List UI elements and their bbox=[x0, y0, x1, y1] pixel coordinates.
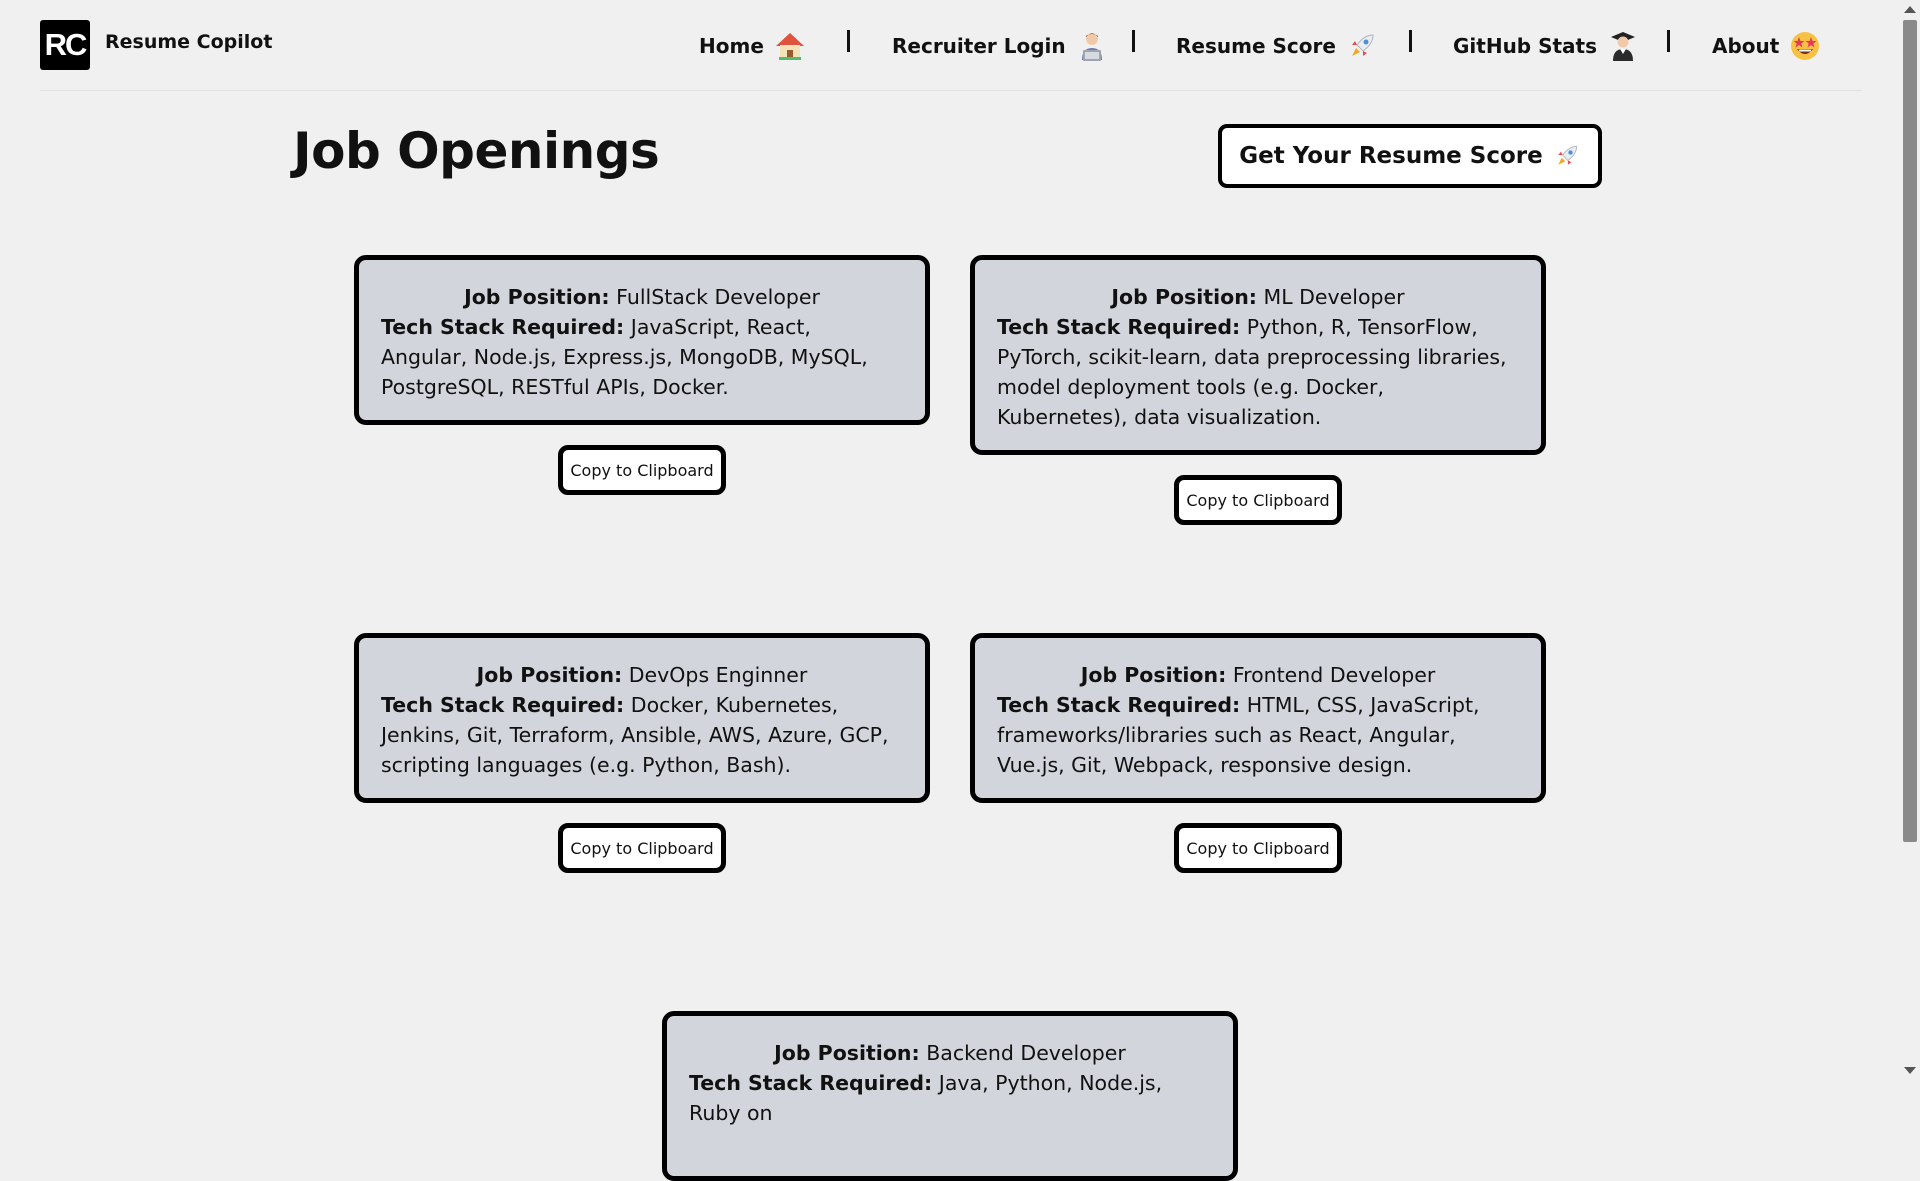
job-card-ml: Job Position: ML Developer Tech Stack Re… bbox=[970, 255, 1546, 455]
job-position: Job Position: FullStack Developer bbox=[381, 282, 903, 312]
scrollbar-thumb[interactable] bbox=[1903, 20, 1917, 842]
star-struck-icon bbox=[1791, 32, 1820, 60]
job-stack-prefix: Tech Stack Required: bbox=[689, 1071, 933, 1095]
job-position: Job Position: DevOps Enginner bbox=[381, 660, 903, 690]
copy-to-clipboard-button[interactable]: Copy to Clipboard bbox=[558, 823, 726, 873]
job-position-prefix: Job Position: bbox=[1080, 663, 1227, 687]
job-position-prefix: Job Position: bbox=[774, 1041, 920, 1065]
copy-to-clipboard-button[interactable]: Copy to Clipboard bbox=[1174, 475, 1342, 525]
job-position-prefix: Job Position: bbox=[464, 285, 610, 309]
job-position-prefix: Job Position: bbox=[476, 663, 623, 687]
job-stack: Tech Stack Required: Docker, Kubernetes,… bbox=[381, 690, 903, 780]
get-resume-score-label: Get Your Resume Score bbox=[1239, 143, 1543, 169]
nav-home-label: Home bbox=[699, 34, 764, 58]
brand-name[interactable]: Resume Copilot bbox=[105, 31, 273, 53]
job-position: Job Position: Backend Developer bbox=[689, 1038, 1211, 1068]
nav-github-stats-label: GitHub Stats bbox=[1453, 34, 1598, 58]
job-stack-value: Python, R, TensorFlow, PyTorch, scikit-l… bbox=[997, 315, 1507, 429]
job-stack-prefix: Tech Stack Required: bbox=[381, 315, 625, 339]
brand-logo[interactable]: RC bbox=[40, 20, 90, 70]
nav-separator bbox=[1667, 30, 1670, 52]
job-position-prefix: Job Position: bbox=[1111, 285, 1257, 309]
job-stack-value: HTML, CSS, JavaScript, frameworks/librar… bbox=[997, 693, 1480, 777]
technologist-icon bbox=[1081, 33, 1102, 61]
job-stack: Tech Stack Required: JavaScript, React, … bbox=[381, 312, 903, 402]
job-card-backend: Job Position: Backend Developer Tech Sta… bbox=[662, 1011, 1238, 1181]
job-stack-value: JavaScript, React, Angular, Node.js, Exp… bbox=[381, 315, 868, 399]
job-stack: Tech Stack Required: Java, Python, Node.… bbox=[689, 1068, 1211, 1128]
job-position-value: ML Developer bbox=[1263, 285, 1405, 309]
nav-separator bbox=[1132, 30, 1135, 52]
rocket-icon bbox=[1557, 145, 1577, 165]
top-navbar: RC Resume Copilot Home Recruiter Login R… bbox=[40, 0, 1862, 91]
job-position-value: Backend Developer bbox=[926, 1041, 1126, 1065]
page-title: Job Openings bbox=[293, 122, 660, 180]
nav-home[interactable]: Home bbox=[699, 28, 806, 64]
nav-recruiter-login[interactable]: Recruiter Login bbox=[892, 28, 1108, 64]
job-position-value: DevOps Enginner bbox=[628, 663, 808, 687]
job-position-value: FullStack Developer bbox=[616, 285, 820, 309]
job-stack: Tech Stack Required: HTML, CSS, JavaScri… bbox=[997, 690, 1519, 780]
rocket-icon bbox=[1351, 34, 1374, 56]
copy-to-clipboard-button[interactable]: Copy to Clipboard bbox=[558, 445, 726, 495]
job-card-frontend: Job Position: Frontend Developer Tech St… bbox=[970, 633, 1546, 803]
scroll-up-arrow-icon[interactable] bbox=[1904, 6, 1916, 13]
nav-separator bbox=[847, 30, 850, 52]
job-stack: Tech Stack Required: Python, R, TensorFl… bbox=[997, 312, 1519, 432]
graduate-icon bbox=[1611, 32, 1636, 61]
house-icon bbox=[775, 33, 804, 60]
nav-about-label: About bbox=[1712, 34, 1780, 58]
job-position-value: Frontend Developer bbox=[1232, 663, 1436, 687]
nav-resume-score[interactable]: Resume Score bbox=[1176, 28, 1378, 64]
job-stack-prefix: Tech Stack Required: bbox=[997, 315, 1241, 339]
page-scrollbar[interactable] bbox=[1900, 0, 1920, 1080]
nav-separator bbox=[1409, 30, 1412, 52]
job-stack-value: Docker, Kubernetes, Jenkins, Git, Terraf… bbox=[381, 693, 889, 777]
job-stack-prefix: Tech Stack Required: bbox=[381, 693, 625, 717]
scroll-down-arrow-icon[interactable] bbox=[1904, 1067, 1916, 1074]
job-position: Job Position: Frontend Developer bbox=[997, 660, 1519, 690]
job-card-devops: Job Position: DevOps Enginner Tech Stack… bbox=[354, 633, 930, 803]
job-stack-prefix: Tech Stack Required: bbox=[997, 693, 1241, 717]
nav-about[interactable]: About bbox=[1712, 28, 1821, 64]
nav-recruiter-login-label: Recruiter Login bbox=[892, 34, 1066, 58]
copy-to-clipboard-button[interactable]: Copy to Clipboard bbox=[1174, 823, 1342, 873]
get-resume-score-button[interactable]: Get Your Resume Score bbox=[1218, 124, 1602, 188]
job-position: Job Position: ML Developer bbox=[997, 282, 1519, 312]
nav-resume-score-label: Resume Score bbox=[1176, 34, 1336, 58]
nav-github-stats[interactable]: GitHub Stats bbox=[1453, 28, 1639, 64]
job-card-fullstack: Job Position: FullStack Developer Tech S… bbox=[354, 255, 930, 425]
